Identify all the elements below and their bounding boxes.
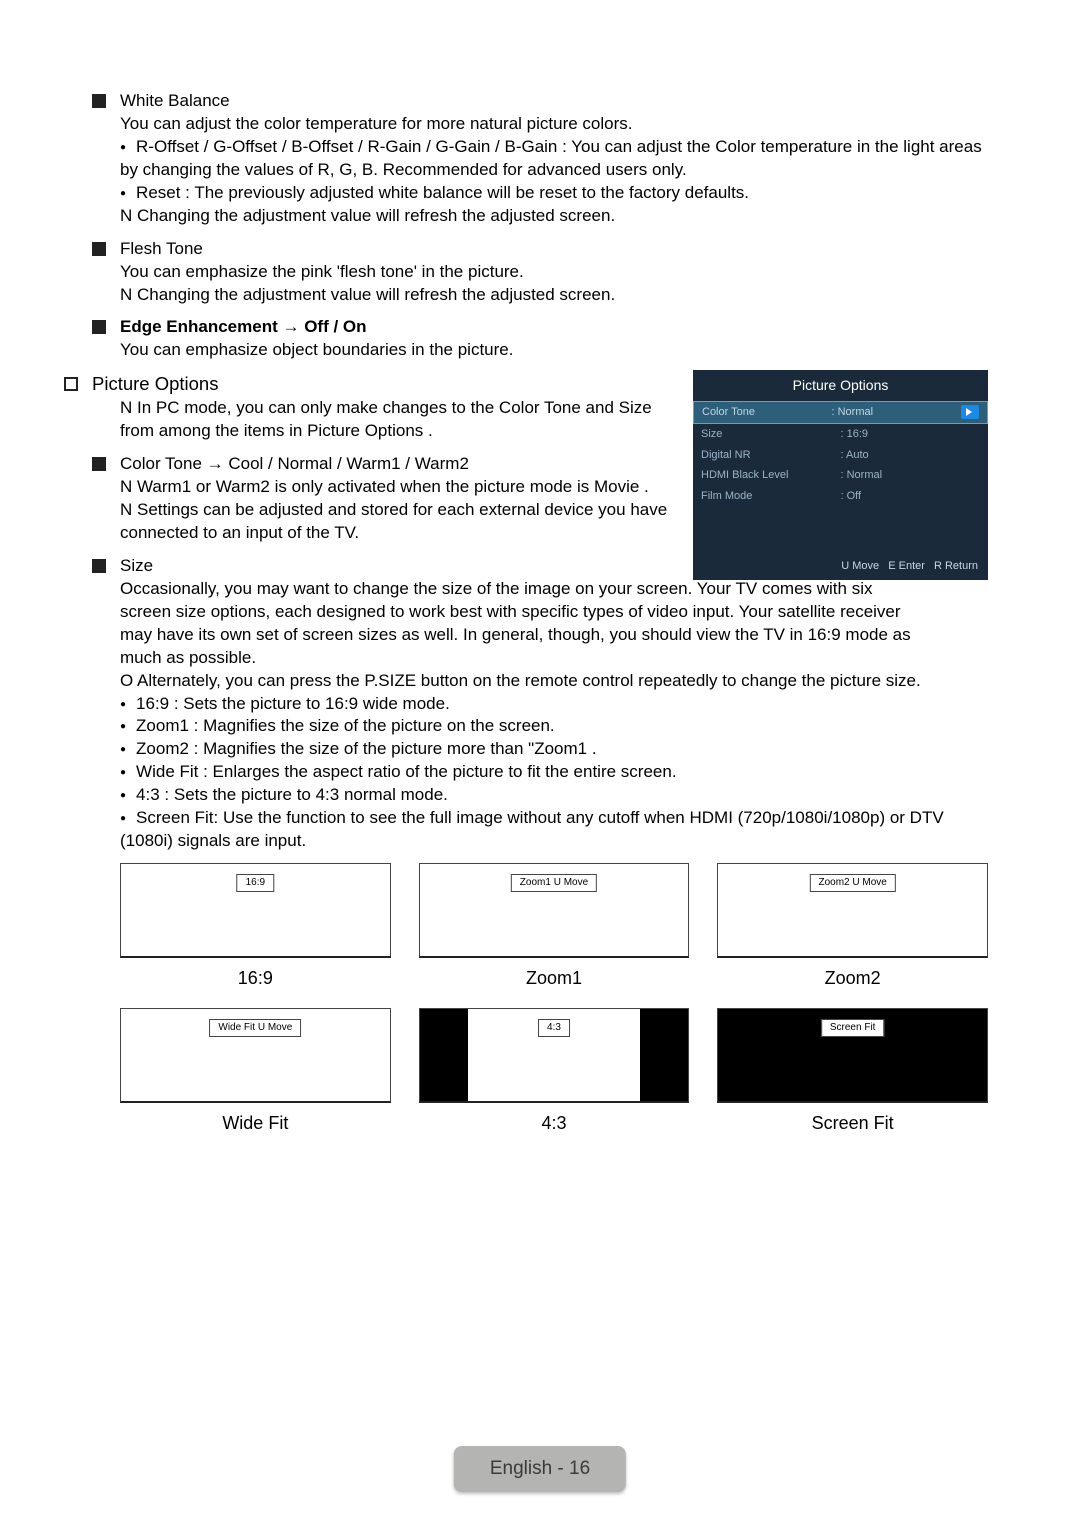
tv-screen: Wide Fit U Move (120, 1008, 391, 1103)
open-bullet-icon (64, 377, 78, 391)
list-item: 16:9 : Sets the picture to 16:9 wide mod… (120, 693, 988, 716)
osd-row: Color Tone : Normal (693, 401, 988, 424)
heading: Flesh Tone (120, 238, 203, 261)
page-footer: English - 16 (454, 1446, 626, 1492)
paragraph: You can emphasize the pink 'flesh tone' … (120, 261, 988, 284)
size-preview-grid: 16:9 16:9 Zoom1 U Move Zoom1 Zoom2 U Mov… (120, 863, 988, 1150)
tv-screen: Zoom1 U Move (419, 863, 690, 958)
tv-cell: Wide Fit U Move Wide Fit (120, 1008, 391, 1149)
heading: Color Tone → Cool / Normal / Warm1 / War… (120, 453, 469, 476)
tv-caption: Screen Fit (717, 1111, 988, 1135)
list-item: Zoom1 : Magnifies the size of the pictur… (120, 715, 988, 738)
note: N Warm1 or Warm2 is only activated when … (120, 476, 690, 499)
bullet-icon (92, 94, 106, 108)
tv-cell: Zoom2 U Move Zoom2 (717, 863, 988, 1004)
list-item: Zoom2 : Magnifies the size of the pictur… (120, 738, 988, 761)
osd-row: HDMI Black Level: Normal (693, 465, 988, 486)
paragraph: You can adjust the color temperature for… (120, 113, 988, 136)
osd-val: : Normal (832, 405, 962, 420)
note: N In PC mode, you can only make changes … (120, 397, 690, 443)
list-item: Screen Fit: Use the function to see the … (120, 807, 988, 853)
section-size: Size Occasionally, you may want to chang… (92, 555, 988, 853)
tv-screen: 16:9 (120, 863, 391, 958)
heading: White Balance (120, 90, 230, 113)
tv-cell: 4:3 4:3 (419, 1008, 690, 1149)
osd-row: Film Mode: Off (693, 486, 988, 507)
osd-row: Size: 16:9 (693, 424, 988, 445)
bullet-icon (92, 559, 106, 573)
bullet-list: 16:9 : Sets the picture to 16:9 wide mod… (120, 693, 988, 854)
note: O Alternately, you can press the P.SIZE … (120, 670, 988, 693)
bullet-icon (92, 320, 106, 334)
heading: Edge Enhancement → Off / On (120, 316, 367, 339)
list-item: Reset : The previously adjusted white ba… (120, 182, 988, 205)
tv-caption: 4:3 (419, 1111, 690, 1135)
list-item: R-Offset / G-Offset / B-Offset / R-Gain … (120, 136, 988, 182)
tv-cell: Zoom1 U Move Zoom1 (419, 863, 690, 1004)
tv-screen: 4:3 (419, 1008, 690, 1103)
osd-picture-options: Picture Options Color Tone : Normal Size… (693, 370, 988, 580)
tv-caption: Wide Fit (120, 1111, 391, 1135)
note: N Changing the adjustment value will ref… (120, 284, 988, 307)
tv-cell: 16:9 16:9 (120, 863, 391, 1004)
note: N Settings can be adjusted and stored fo… (120, 499, 690, 545)
bullet-list: R-Offset / G-Offset / B-Offset / R-Gain … (120, 136, 988, 205)
bullet-icon (92, 457, 106, 471)
bullet-icon (92, 242, 106, 256)
note: N Changing the adjustment value will ref… (120, 205, 988, 228)
section-white-balance: White Balance You can adjust the color t… (92, 90, 988, 228)
tv-caption: 16:9 (120, 966, 391, 990)
tv-cell: Screen Fit Screen Fit (717, 1008, 988, 1149)
paragraph: You can emphasize object boundaries in t… (120, 339, 988, 362)
section-edge-enhancement: Edge Enhancement → Off / On You can emph… (92, 316, 988, 362)
arrow-right-icon (961, 405, 979, 419)
tv-screen: Screen Fit (717, 1008, 988, 1103)
section-flesh-tone: Flesh Tone You can emphasize the pink 'f… (92, 238, 988, 307)
osd-key: Color Tone (702, 405, 832, 420)
list-item: Wide Fit : Enlarges the aspect ratio of … (120, 761, 988, 784)
tv-caption: Zoom1 (419, 966, 690, 990)
tv-screen: Zoom2 U Move (717, 863, 988, 958)
heading: Size (120, 555, 153, 578)
osd-title: Picture Options (693, 370, 988, 401)
paragraph: Occasionally, you may want to change the… (120, 578, 920, 670)
tv-caption: Zoom2 (717, 966, 988, 990)
osd-footer: U Move E Enter R Return (693, 553, 988, 580)
list-item: 4:3 : Sets the picture to 4:3 normal mod… (120, 784, 988, 807)
heading: Picture Options (92, 372, 218, 397)
osd-row: Digital NR: Auto (693, 445, 988, 466)
